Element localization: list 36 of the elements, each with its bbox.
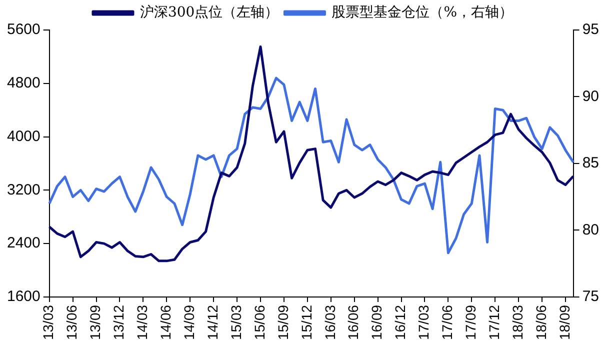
x-tick-label: 13/09 — [87, 304, 104, 340]
x-tick-label: 17/09 — [462, 304, 479, 340]
x-tick-label: 13/06 — [64, 304, 80, 340]
x-tick-label: 17/03 — [416, 304, 432, 340]
x-tick-label: 17/12 — [486, 304, 502, 340]
x-tick-label: 18/06 — [532, 304, 549, 340]
x-tick-label: 14/09 — [180, 304, 197, 340]
x-tick-label: 16/06 — [345, 304, 362, 340]
x-tick-label: 15/12 — [298, 304, 314, 340]
x-tick-label: 13/03 — [40, 304, 56, 340]
y2-tick-label: 75 — [582, 288, 600, 306]
x-tick-label: 15/06 — [251, 304, 268, 340]
y-tick-label: 5600 — [6, 21, 40, 38]
y-tick-label: 4000 — [6, 128, 40, 145]
x-tick-label: 15/03 — [228, 304, 244, 340]
x-tick-label: 16/12 — [392, 304, 408, 340]
y2-tick-label: 80 — [582, 221, 600, 238]
x-tick-label: 18/03 — [509, 304, 526, 340]
x-tick-label: 16/09 — [368, 304, 385, 340]
y-tick-label: 2400 — [6, 234, 40, 252]
x-tick-label: 14/03 — [134, 304, 150, 340]
x-tick-label: 17/06 — [439, 304, 456, 340]
x-tick-label: 15/09 — [274, 304, 291, 340]
y2-tick-label: 90 — [582, 88, 600, 105]
x-tick-label: 18/09 — [556, 304, 572, 340]
legend-label: 沪深300点位（左轴） — [140, 4, 279, 21]
y-tick-label: 4800 — [6, 74, 40, 92]
y-tick-label: 3200 — [6, 181, 40, 198]
x-tick-label: 14/06 — [158, 304, 174, 340]
y2-tick-label: 85 — [582, 154, 600, 172]
y-tick-label: 1600 — [6, 288, 40, 306]
x-tick-label: 13/12 — [110, 304, 127, 340]
x-tick-label: 16/03 — [322, 304, 338, 340]
x-tick-label: 14/12 — [204, 304, 220, 340]
y2-tick-label: 95 — [582, 21, 600, 38]
legend-label: 股票型基金仓位（%，右轴） — [332, 4, 514, 21]
